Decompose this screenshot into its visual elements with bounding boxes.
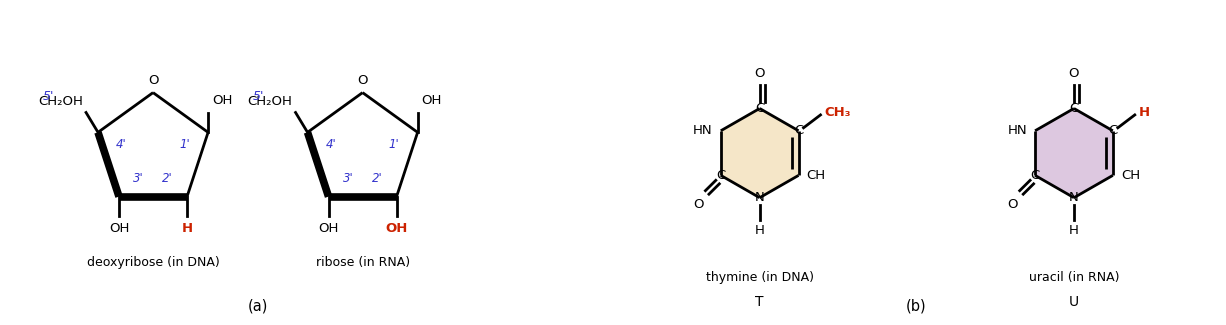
Text: N: N [755,191,765,204]
Polygon shape [1035,109,1113,198]
Text: C: C [794,124,803,137]
Text: C: C [1108,124,1117,137]
Text: CH₂OH: CH₂OH [248,95,293,108]
Text: thymine (in DNA): thymine (in DNA) [706,271,814,284]
Text: 5': 5' [253,90,264,103]
Text: O: O [148,74,158,87]
Text: OH: OH [109,222,129,235]
Text: CH₃: CH₃ [825,106,851,119]
Text: O: O [754,67,765,80]
Text: CH: CH [1121,169,1140,182]
Text: 3': 3' [342,172,353,185]
Text: OH: OH [212,94,233,107]
Text: T: T [755,295,764,309]
Polygon shape [721,109,798,198]
Text: 1': 1' [179,138,190,151]
Text: (a): (a) [248,299,268,314]
Text: ribose (in RNA): ribose (in RNA) [315,256,409,269]
Text: O: O [357,74,368,87]
Text: uracil (in RNA): uracil (in RNA) [1029,271,1119,284]
Text: CH: CH [807,169,825,182]
Text: deoxyribose (in DNA): deoxyribose (in DNA) [87,256,219,269]
Text: 1': 1' [389,138,400,151]
Text: (b): (b) [906,299,927,314]
Text: C: C [755,102,764,115]
Text: 2': 2' [371,172,383,185]
Text: O: O [1069,67,1079,80]
Text: OH: OH [319,222,338,235]
Text: N: N [1069,191,1079,204]
Text: H: H [181,222,192,235]
Text: 2': 2' [162,172,173,185]
Text: HN: HN [693,124,712,137]
Text: H: H [1069,225,1079,238]
Text: 3': 3' [132,172,143,185]
Text: C: C [716,169,726,182]
Text: U: U [1069,295,1079,309]
Text: O: O [1007,198,1018,211]
Text: 4': 4' [116,138,126,151]
Text: OH: OH [385,222,408,235]
Text: 4': 4' [325,138,336,151]
Text: CH₂OH: CH₂OH [38,95,83,108]
Text: OH: OH [422,94,441,107]
Text: H: H [1139,106,1150,119]
Text: H: H [755,225,765,238]
Text: O: O [693,198,704,211]
Text: C: C [1030,169,1040,182]
Text: HN: HN [1008,124,1027,137]
Text: 5': 5' [43,90,54,103]
Text: C: C [1069,102,1079,115]
